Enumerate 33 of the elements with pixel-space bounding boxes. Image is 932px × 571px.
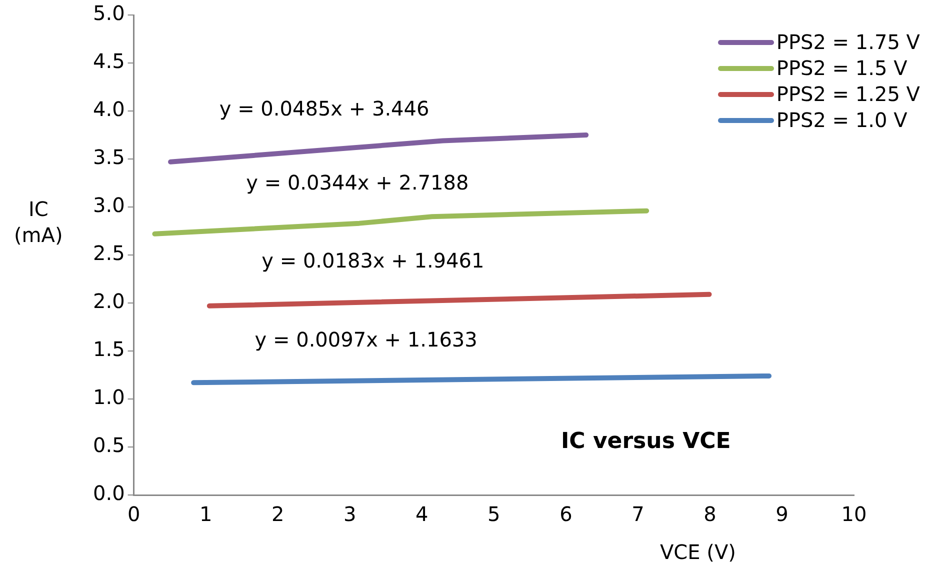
- x-tick-label: 10: [841, 502, 867, 526]
- x-tick-label: 9: [776, 502, 788, 526]
- y-tick-label: 1.0: [92, 385, 125, 410]
- text: IC versus VCE: [560, 428, 731, 454]
- y-tick-label: 3.5: [92, 145, 125, 170]
- x-tick-label: 5: [488, 502, 500, 526]
- x-tick-label: 3: [343, 502, 356, 526]
- y-tick-label: 5.0: [92, 1, 125, 26]
- legend-label: PPS2 = 1.75 V: [776, 30, 920, 54]
- y-tick-label: 1.5: [92, 337, 125, 362]
- x-tick-label: 8: [704, 502, 716, 526]
- legend-label: PPS2 = 1.0 V: [776, 108, 908, 132]
- x-tick-label: 6: [560, 502, 572, 526]
- annotation: y = 0.0097x + 1.1633: [254, 328, 478, 352]
- legend-label: PPS2 = 1.5 V: [776, 56, 908, 80]
- x-tick-label: 2: [271, 502, 284, 526]
- y-tick-label: 0.5: [92, 433, 125, 458]
- x-axis-title: VCE (V): [660, 540, 736, 564]
- y-tick-label: 2.0: [92, 289, 125, 314]
- annotation: y = 0.0183x + 1.9461: [262, 248, 484, 272]
- x-tick-label: 0: [127, 502, 140, 526]
- legend-label: PPS2 = 1.25 V: [776, 82, 920, 106]
- y-tick-label: 3.0: [92, 193, 125, 218]
- x-tick-label: 7: [632, 502, 644, 526]
- x-tick-label: 1: [199, 502, 212, 526]
- annotation: y = 0.0485x + 3.446: [219, 96, 430, 121]
- y-tick-label: 0.0: [92, 481, 125, 506]
- y-tick-label: 2.5: [92, 241, 125, 266]
- y-tick-label: 4.5: [92, 49, 125, 74]
- y-axis-title: IC (mA): [14, 196, 63, 248]
- annotation: y = 0.0344x + 2.7188: [246, 170, 469, 195]
- y-tick-label: 4.0: [92, 97, 125, 122]
- x-tick-label: 4: [416, 502, 428, 526]
